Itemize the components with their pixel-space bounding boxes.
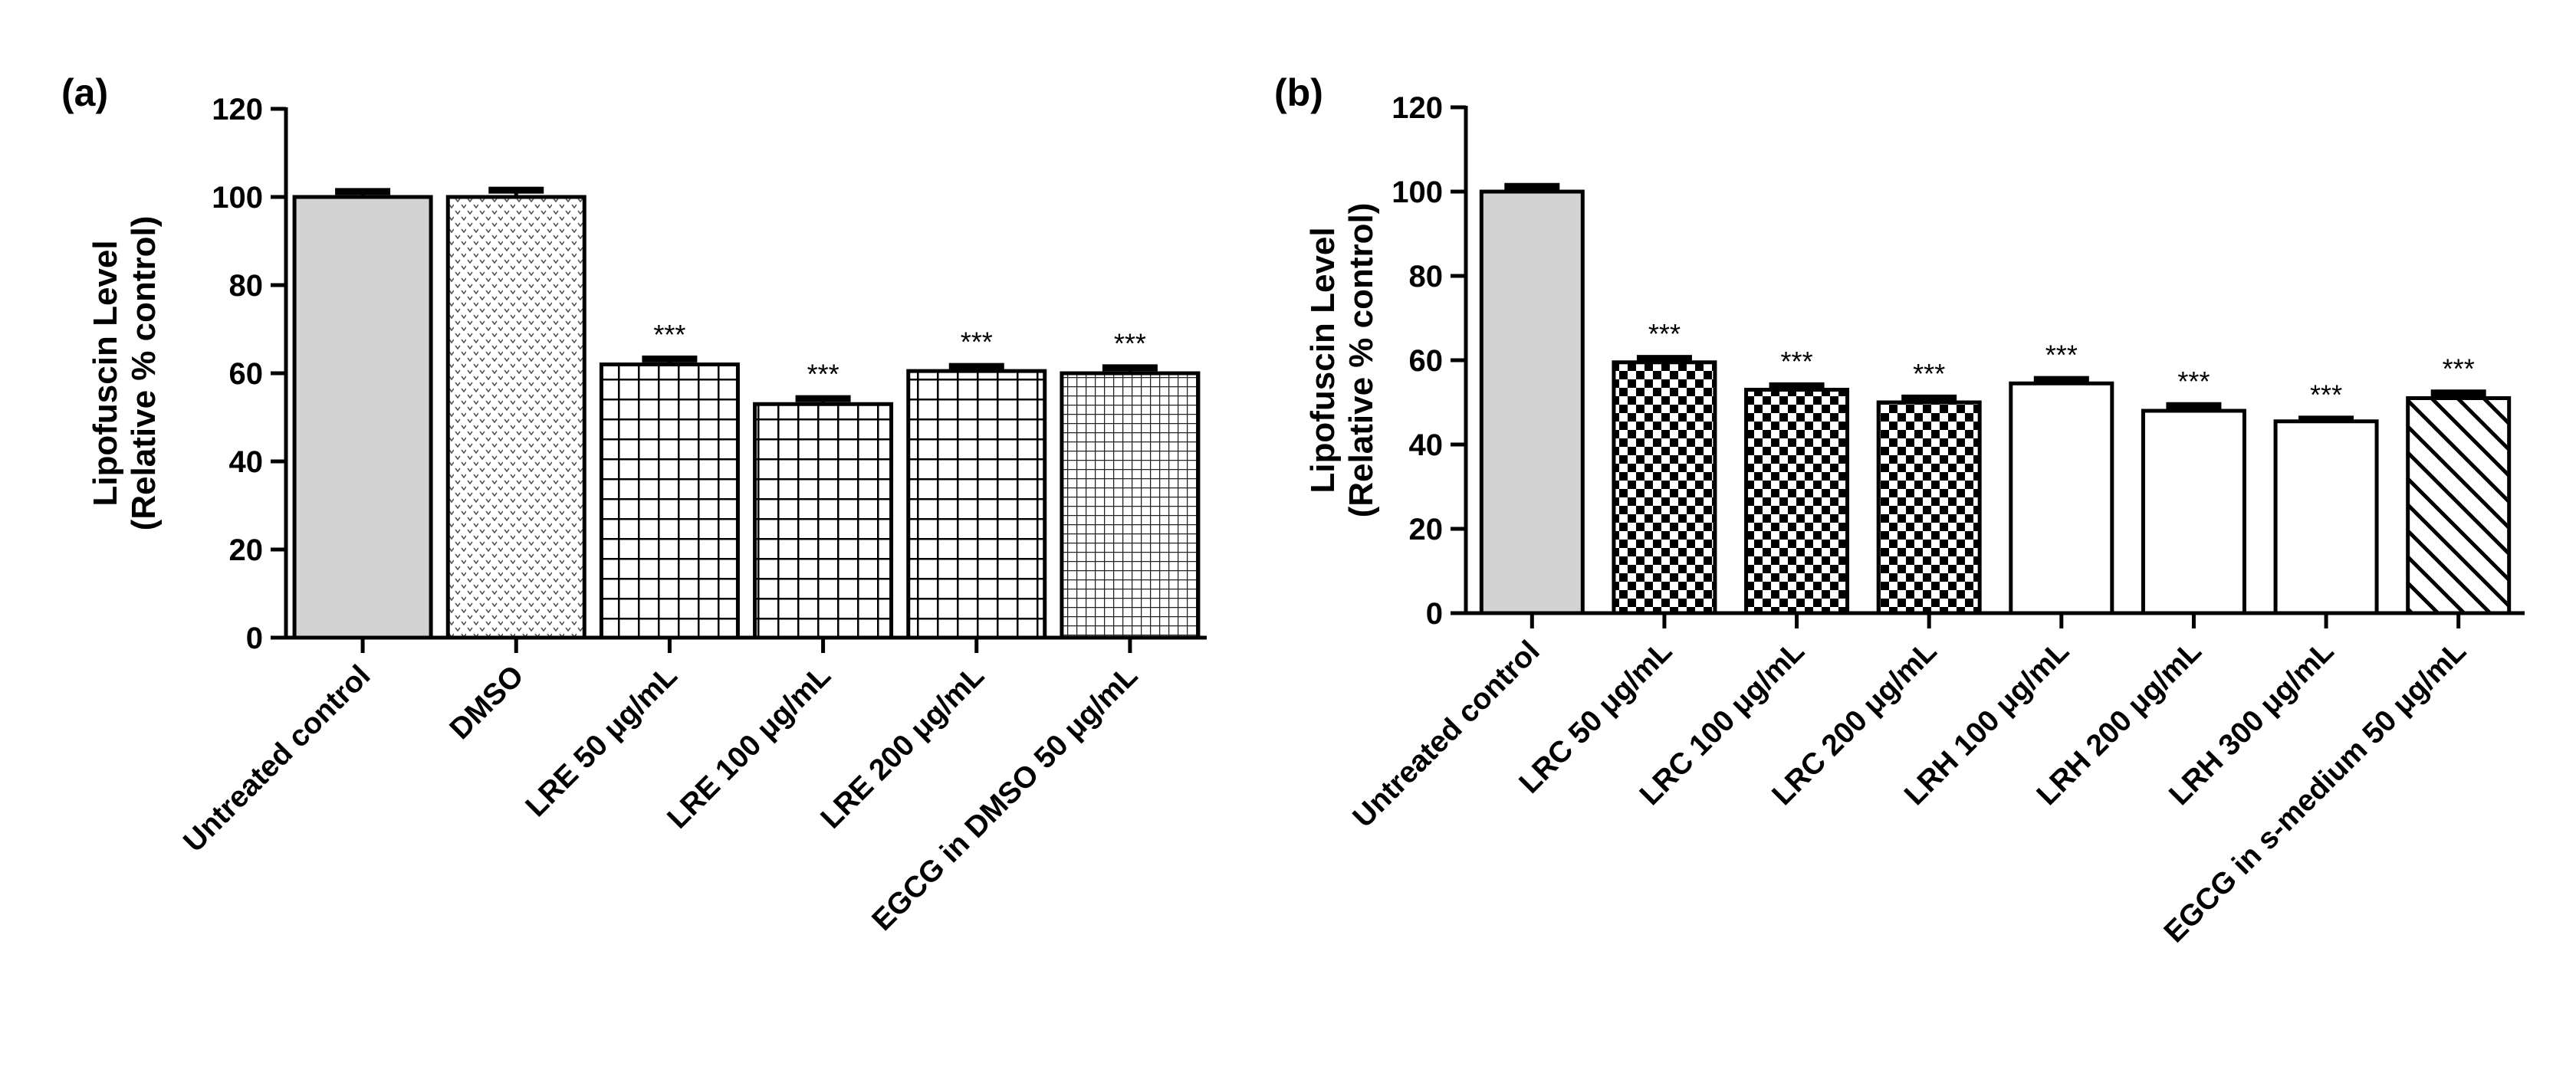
error-bar-cap — [488, 186, 544, 194]
x-tick-label: Untreated control — [177, 659, 376, 858]
y-tick-label: 100 — [212, 181, 263, 215]
significance-label: *** — [807, 359, 840, 390]
y-tick-label: 0 — [246, 622, 263, 655]
error-bar-cap — [1901, 394, 1957, 402]
y-axis-label: Lipofuscin Level(Relative % control) — [1304, 203, 1380, 518]
y-tick-label: 20 — [229, 533, 264, 567]
y-tick-label: 100 — [1392, 176, 1443, 209]
error-bar-cap — [948, 363, 1004, 370]
y-tick-label: 60 — [1409, 344, 1444, 378]
error-bar-cap — [2166, 402, 2222, 409]
significance-label: *** — [1913, 358, 1945, 389]
x-tick-label: Untreated control — [1346, 635, 1546, 834]
bar — [2406, 396, 2512, 615]
bar — [2273, 419, 2379, 615]
error-bar-cap — [2033, 376, 2089, 383]
y-axis-label-line1: Lipofuscin Level — [87, 240, 124, 506]
y-tick-label: 20 — [1409, 513, 1444, 546]
y-tick-label: 60 — [229, 357, 264, 391]
y-tick-label: 40 — [1409, 428, 1444, 462]
bar — [906, 369, 1047, 640]
error-bar-cap — [2298, 415, 2354, 423]
y-tick-label: 80 — [1409, 260, 1444, 294]
error-bar-cap — [642, 355, 698, 363]
error-bar-cap — [1504, 182, 1560, 190]
y-axis-label-line2: (Relative % control) — [1342, 203, 1380, 518]
bar — [292, 195, 433, 640]
bar — [1060, 371, 1201, 640]
chart-panel-a: (a) Lipofuscin Level(Relative % control) 0… — [61, 71, 1207, 937]
y-axis-label-line2: (Relative % control) — [125, 216, 163, 531]
bar — [1744, 388, 1850, 615]
error-bar-cap — [2430, 389, 2486, 397]
y-tick-label: 120 — [1392, 91, 1443, 125]
error-bar-cap — [1636, 355, 1692, 363]
x-tick-label: LRE 50 μg/mL — [519, 659, 683, 823]
bar — [753, 402, 894, 640]
significance-label: *** — [2310, 379, 2342, 410]
x-tick-label: EGCG in DMSO 50 μg/mL — [866, 659, 1144, 937]
error-bar-cap — [1102, 364, 1158, 372]
bar — [2141, 408, 2246, 615]
chart-panel-b: (b) Lipofuscin Level(Relative % control) 0… — [1274, 71, 2525, 949]
error-bar-cap — [1769, 382, 1825, 389]
bar — [1479, 189, 1585, 615]
y-tick-label: 120 — [212, 93, 263, 126]
bar — [1612, 360, 1717, 615]
significance-label: *** — [1114, 327, 1146, 359]
x-tick-label: DMSO — [443, 659, 530, 746]
bar — [2009, 381, 2114, 615]
bar — [445, 195, 586, 640]
significance-label: *** — [2045, 340, 2078, 371]
significance-label: *** — [2177, 366, 2210, 397]
error-bar-cap — [335, 188, 391, 195]
significance-label: *** — [1648, 318, 1681, 349]
bar — [599, 363, 740, 640]
panel-label: (a) — [61, 71, 108, 114]
y-tick-label: 0 — [1426, 597, 1443, 631]
y-axis-label-line1: Lipofuscin Level — [1304, 227, 1342, 493]
significance-label: *** — [2443, 353, 2475, 384]
x-tick-label: LRE 100 μg/mL — [661, 659, 837, 835]
significance-label: *** — [653, 319, 685, 350]
panel-label: (b) — [1274, 71, 1323, 114]
y-axis-label: Lipofuscin Level(Relative % control) — [87, 216, 163, 531]
y-tick-label: 40 — [229, 445, 264, 479]
x-tick-label: LRE 200 μg/mL — [814, 659, 991, 835]
y-tick-label: 80 — [229, 269, 264, 303]
error-bar-cap — [795, 395, 851, 402]
significance-label: *** — [961, 326, 993, 358]
significance-label: *** — [1781, 346, 1813, 377]
bar — [1876, 400, 1982, 615]
